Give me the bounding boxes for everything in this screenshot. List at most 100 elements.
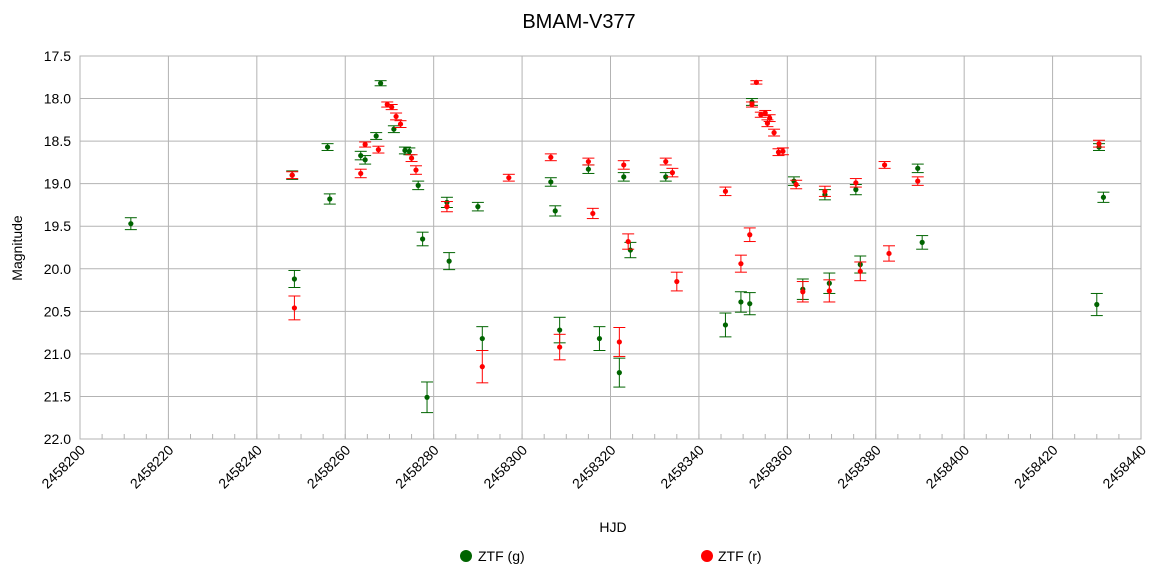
data-point[interactable] — [883, 245, 896, 262]
marker — [674, 278, 680, 285]
marker — [557, 327, 563, 333]
data-point[interactable] — [734, 254, 747, 273]
data-point[interactable] — [666, 167, 679, 178]
data-point[interactable] — [323, 193, 336, 205]
data-point[interactable] — [743, 227, 756, 243]
y-tick-label: 18.5 — [44, 133, 71, 149]
data-point[interactable] — [476, 349, 489, 384]
data-point[interactable] — [549, 205, 562, 217]
data-point[interactable] — [790, 179, 803, 190]
data-point[interactable] — [390, 112, 403, 121]
x-axis: 2458200 2458220 2458240 2458260 2458280 24583… — [38, 434, 1149, 492]
data-point[interactable] — [321, 143, 334, 151]
marker — [479, 364, 485, 370]
marker — [362, 141, 368, 148]
marker — [585, 166, 591, 172]
data-point[interactable] — [553, 333, 566, 361]
data-point[interactable] — [544, 153, 557, 162]
data-point[interactable] — [405, 154, 418, 163]
data-point[interactable] — [359, 141, 372, 148]
data-point[interactable] — [849, 178, 862, 188]
data-point[interactable] — [617, 160, 630, 170]
data-point[interactable] — [288, 295, 301, 321]
marker — [826, 288, 832, 294]
data-point[interactable] — [586, 207, 599, 220]
data-point[interactable] — [617, 172, 630, 182]
x-tick-label: 2458400 — [922, 442, 972, 492]
data-point[interactable] — [745, 101, 758, 108]
data-point[interactable] — [370, 132, 383, 140]
data-point[interactable] — [544, 177, 557, 187]
legend-marker-ztf-r — [701, 550, 713, 562]
x-tick-label: 2458260 — [304, 442, 354, 492]
marker — [475, 204, 481, 210]
data-point[interactable] — [582, 157, 595, 166]
data-point[interactable] — [750, 79, 763, 85]
y-tick-label: 20.5 — [44, 303, 71, 319]
data-point[interactable] — [416, 231, 429, 247]
data-point[interactable] — [624, 241, 637, 259]
data-point[interactable] — [1097, 191, 1110, 203]
y-tick-label: 22.0 — [44, 431, 71, 447]
data-point[interactable] — [471, 201, 484, 212]
data-point[interactable] — [911, 176, 924, 186]
data-point[interactable] — [593, 326, 606, 351]
data-point[interactable] — [734, 291, 747, 313]
data-point[interactable] — [385, 104, 398, 111]
data-point[interactable] — [659, 157, 672, 166]
data-point[interactable] — [761, 119, 774, 128]
data-point[interactable] — [440, 201, 453, 213]
data-point[interactable] — [1090, 292, 1103, 317]
data-point[interactable] — [394, 120, 407, 128]
data-point[interactable] — [796, 281, 809, 303]
data-point[interactable] — [768, 128, 781, 137]
data-point[interactable] — [354, 168, 367, 179]
data-point[interactable] — [582, 164, 595, 174]
data-point[interactable] — [613, 357, 626, 388]
data-point[interactable] — [613, 327, 626, 357]
data-point[interactable] — [374, 80, 387, 87]
data-point[interactable] — [421, 381, 434, 414]
data-point[interactable] — [743, 292, 756, 316]
data-point[interactable] — [670, 271, 683, 292]
marker — [663, 174, 669, 180]
data-point[interactable] — [916, 235, 929, 250]
data-point[interactable] — [878, 161, 891, 169]
data-point[interactable] — [387, 125, 400, 134]
data-point[interactable] — [288, 269, 301, 289]
data-point[interactable] — [1093, 139, 1106, 148]
data-point[interactable] — [719, 312, 732, 338]
legend-item-ztf-r[interactable]: ZTF (r) — [701, 548, 762, 564]
marker — [857, 268, 863, 274]
data-point[interactable] — [372, 145, 385, 154]
marker — [722, 188, 729, 194]
data-point[interactable] — [818, 185, 831, 197]
data-point[interactable] — [622, 233, 635, 250]
marker — [1100, 194, 1107, 200]
legend-item-ztf-g[interactable]: ZTF (g) — [460, 548, 525, 564]
data-point[interactable] — [476, 326, 489, 351]
marker — [881, 162, 888, 168]
data-point[interactable] — [286, 171, 299, 180]
data-point[interactable] — [763, 114, 776, 123]
marker — [590, 210, 596, 217]
data-point[interactable] — [719, 186, 732, 197]
x-tick-label: 2458320 — [569, 442, 619, 492]
data-point[interactable] — [409, 165, 422, 175]
x-tick-label: 2458340 — [657, 442, 707, 492]
data-point[interactable] — [659, 172, 672, 182]
data-point[interactable] — [776, 147, 789, 156]
marker — [324, 144, 331, 150]
data-point[interactable] — [359, 155, 372, 165]
data-point[interactable] — [502, 173, 515, 182]
data-point[interactable] — [412, 180, 425, 191]
data-point[interactable] — [443, 252, 456, 271]
data-point[interactable] — [823, 279, 836, 303]
data-point[interactable] — [854, 261, 867, 282]
data-point[interactable] — [911, 163, 924, 174]
y-tick-label: 19.5 — [44, 218, 71, 234]
y-tick-label: 21.5 — [44, 388, 71, 404]
marker — [552, 208, 558, 214]
data-point[interactable] — [124, 217, 137, 231]
